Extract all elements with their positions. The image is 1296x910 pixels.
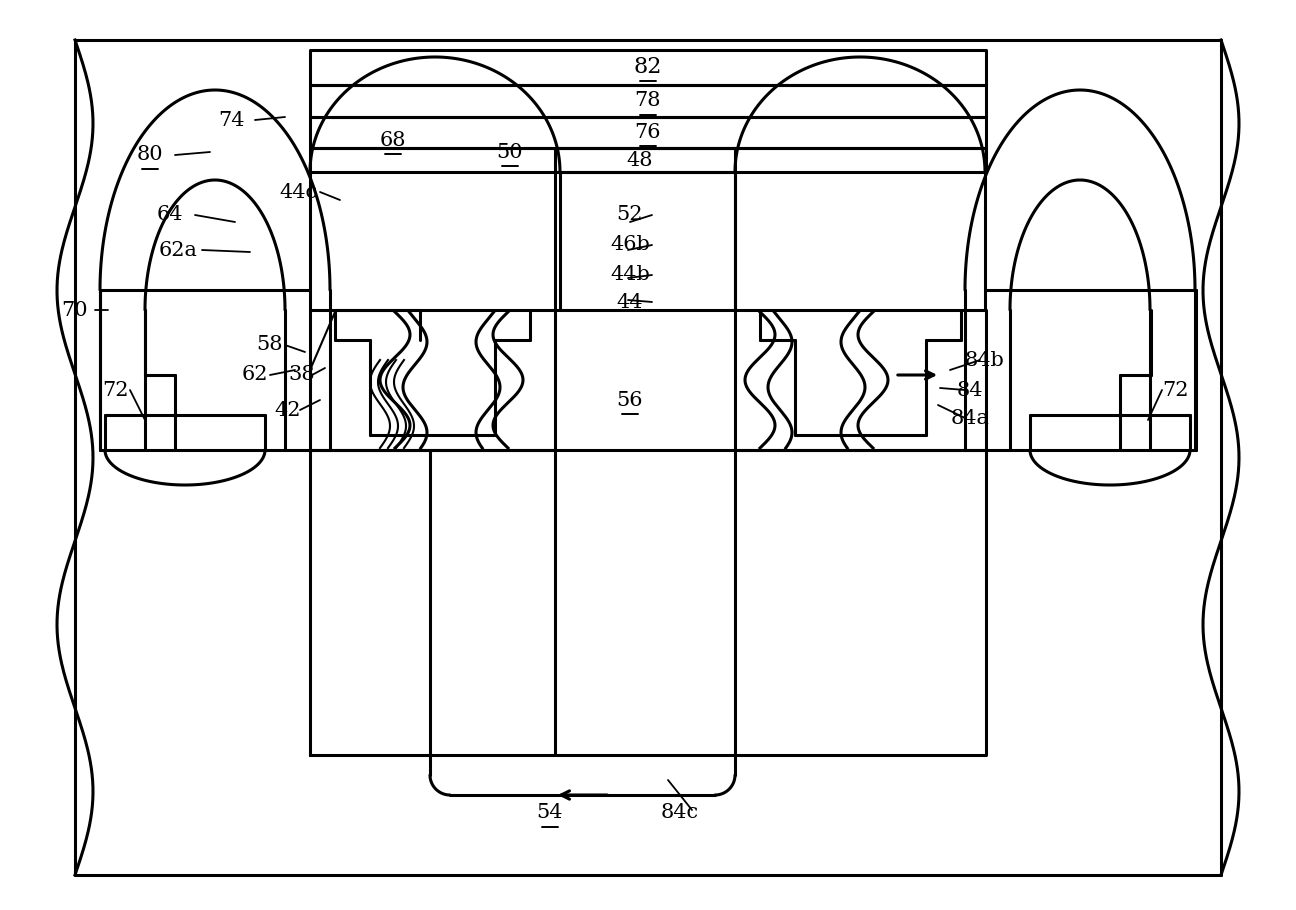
Text: 72: 72 (102, 380, 128, 399)
Text: 84a: 84a (950, 409, 989, 428)
Text: 84c: 84c (661, 804, 699, 823)
Text: 44c: 44c (279, 183, 318, 201)
Text: 46b: 46b (610, 236, 649, 255)
Text: 44: 44 (617, 292, 643, 311)
Text: 72: 72 (1161, 380, 1188, 399)
Text: 74: 74 (219, 110, 245, 129)
Text: 38: 38 (289, 366, 315, 385)
Text: 54: 54 (537, 804, 564, 823)
Text: 80: 80 (136, 146, 163, 165)
Text: 44b: 44b (610, 266, 649, 285)
Text: 84: 84 (956, 380, 984, 399)
Text: 62: 62 (242, 366, 268, 385)
Text: 82: 82 (634, 56, 662, 78)
Text: 58: 58 (257, 336, 284, 355)
Text: 56: 56 (617, 390, 643, 410)
Text: 70: 70 (62, 300, 88, 319)
Text: 52: 52 (617, 206, 643, 225)
Text: 64: 64 (157, 206, 183, 225)
Text: 78: 78 (635, 92, 661, 110)
Text: 50: 50 (496, 143, 524, 161)
Text: 76: 76 (635, 123, 661, 141)
Text: 48: 48 (627, 150, 653, 169)
Text: 84b: 84b (966, 350, 1004, 369)
Text: 62a: 62a (158, 240, 197, 259)
Text: 68: 68 (380, 130, 406, 149)
Text: 42: 42 (275, 400, 301, 420)
